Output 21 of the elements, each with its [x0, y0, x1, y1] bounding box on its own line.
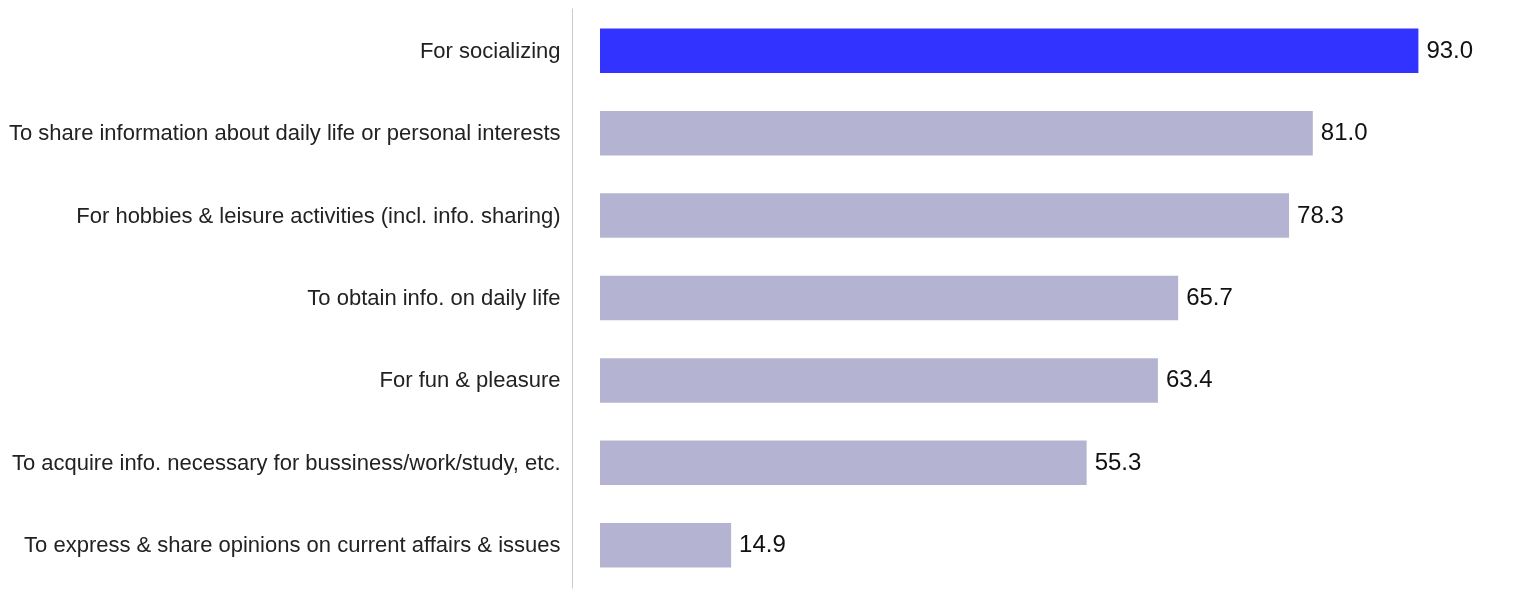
- bar: [600, 28, 1419, 74]
- y-tick-label: To acquire info. necessary for bussiness/work/study, etc.: [11, 449, 561, 475]
- bar: [600, 110, 1313, 156]
- data-label: 65.7: [1186, 283, 1233, 310]
- data-label: 93.0: [1426, 35, 1474, 63]
- y-tick-label: To share information about daily life or personal interests: [8, 120, 561, 146]
- y-tick-label: For hobbies & leisure activities (incl. info. sharing): [76, 202, 561, 228]
- data-label: 14.9: [739, 530, 786, 558]
- y-tick-label: For fun & pleasure: [379, 367, 561, 393]
- bar: [600, 522, 732, 568]
- bar: [600, 275, 1179, 321]
- bar: [600, 358, 1158, 403]
- y-tick-label: For socializing: [419, 37, 561, 63]
- bar: [600, 193, 1290, 238]
- y-tick-label: To obtain info. on daily life: [307, 285, 561, 310]
- y-tick-label: To express & share opinions on current affairs & issues: [24, 532, 561, 558]
- data-label: 81.0: [1320, 118, 1368, 146]
- bar: [600, 440, 1087, 486]
- data-label: 78.3: [1297, 200, 1344, 228]
- data-label: 63.4: [1165, 365, 1213, 393]
- data-label: 55.3: [1094, 447, 1142, 475]
